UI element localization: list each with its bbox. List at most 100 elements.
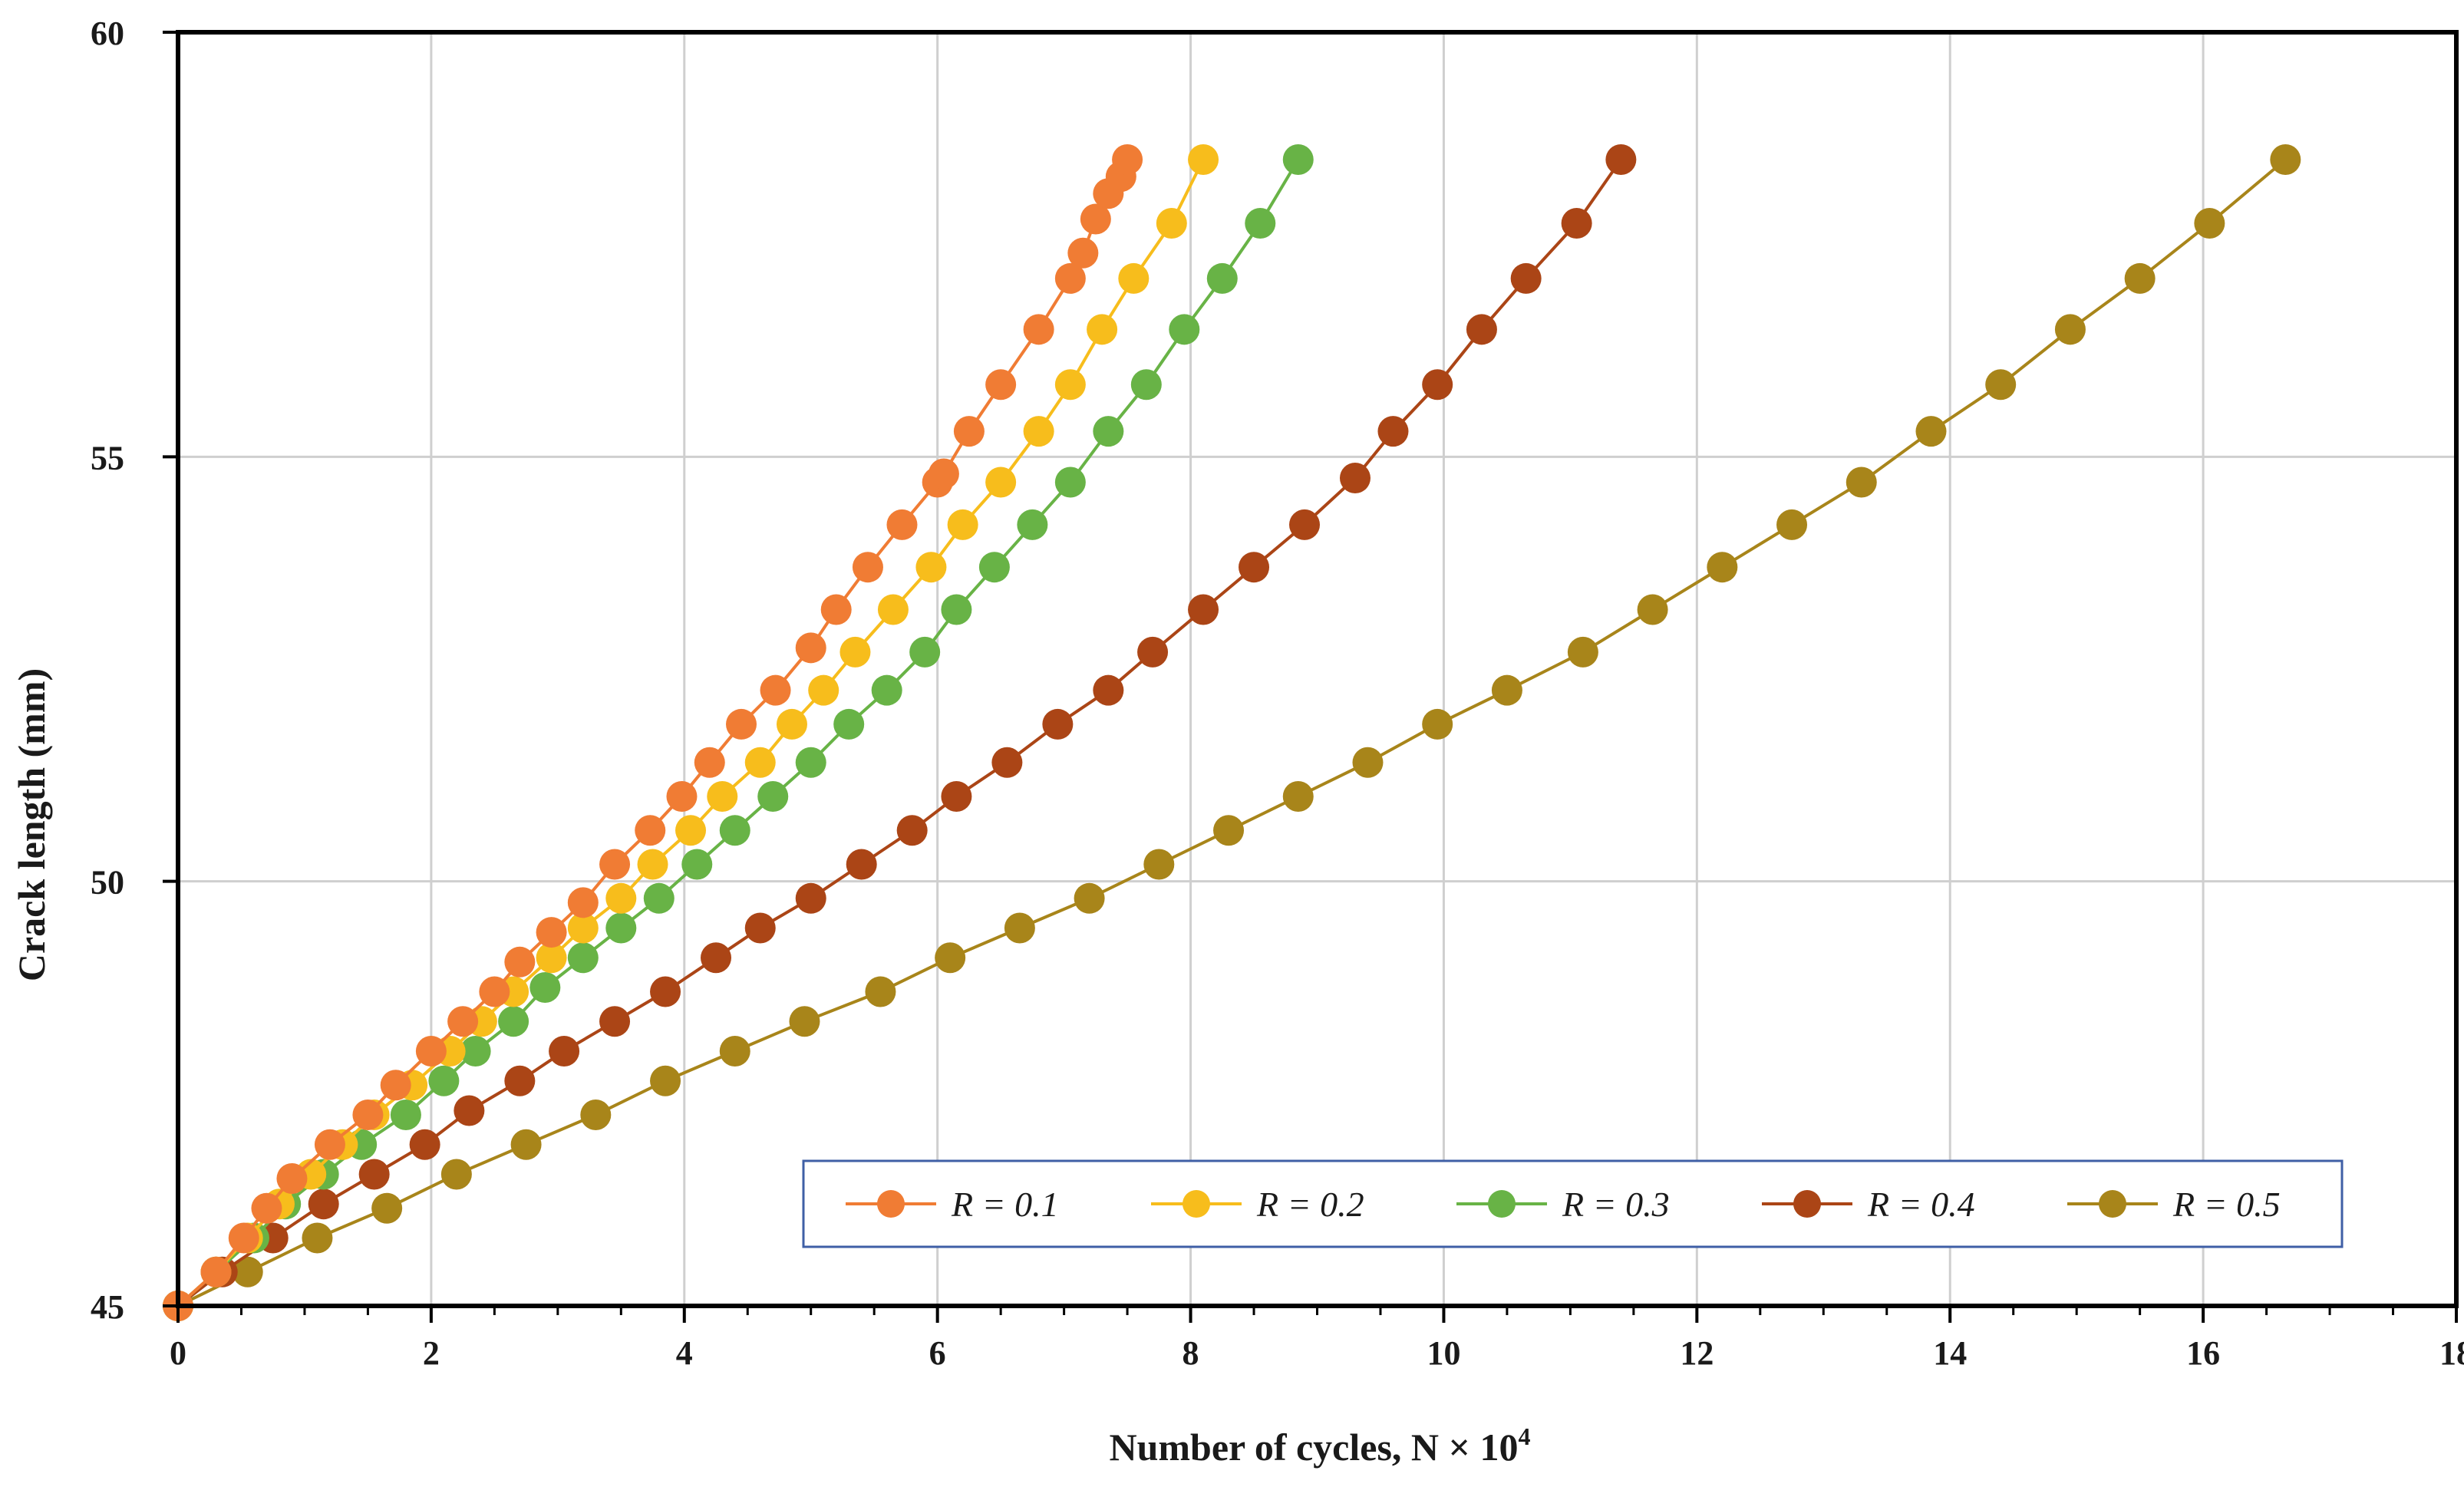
data-point (1245, 208, 1276, 239)
data-point (985, 369, 1017, 401)
x-tick-label-2: 2 (423, 1334, 440, 1372)
x-tick-label-6: 6 (929, 1334, 946, 1372)
data-point (650, 1065, 681, 1096)
y-tick-label-60: 60 (91, 15, 124, 52)
data-point (947, 509, 978, 540)
data-point (504, 946, 536, 978)
data-point (479, 976, 510, 1007)
data-point (865, 976, 896, 1007)
legend-entry-03: R = 0.3 (1456, 1185, 1670, 1224)
data-point (1067, 237, 1099, 269)
data-point (757, 781, 789, 812)
data-point (1422, 708, 1453, 740)
data-point (877, 594, 909, 625)
data-point (390, 1100, 421, 1130)
data-point (498, 1006, 529, 1037)
data-point (228, 1222, 259, 1254)
legend-label: R = 0.4 (1867, 1185, 1975, 1224)
data-point (776, 708, 807, 740)
legend-marker (2099, 1190, 2126, 1218)
data-point (1206, 262, 1238, 294)
legend-label: R = 0.3 (1562, 1185, 1670, 1224)
data-point (760, 674, 791, 706)
data-point (1143, 849, 1175, 880)
data-point (1339, 463, 1371, 493)
data-point (991, 747, 1023, 778)
data-point (1137, 636, 1169, 668)
data-point (1377, 416, 1409, 447)
series-04 (163, 144, 1637, 1321)
data-point (1112, 144, 1143, 175)
data-point (1637, 594, 1668, 625)
legend-marker (1488, 1190, 1516, 1218)
legend: R = 0.1 R = 0.2 R = 0.3 R = 0.4 R = 0.5 (802, 1159, 2344, 1248)
data-point (232, 1256, 263, 1287)
y-axis-title: Crack length (mm) (10, 668, 53, 981)
data-point (1054, 262, 1086, 294)
data-point (1567, 636, 1598, 668)
x-axis-title-text: Number of cycles, N × 10 (1109, 1426, 1518, 1469)
data-point (1561, 208, 1592, 239)
data-point (308, 1189, 339, 1220)
x-tick-label-4: 4 (676, 1334, 693, 1372)
data-point (567, 942, 599, 974)
data-point (2270, 144, 2301, 175)
data-point (510, 1129, 542, 1160)
data-point (941, 594, 972, 625)
data-point (886, 509, 918, 540)
data-point (846, 849, 877, 880)
data-point (605, 882, 637, 914)
data-point (744, 747, 776, 778)
x-axis-title: Number of cycles, N × 104 (1109, 1423, 1530, 1469)
data-point (605, 912, 637, 944)
data-point (1017, 509, 1048, 540)
data-point (941, 781, 972, 812)
x-tick-label-8: 8 (1183, 1334, 1199, 1372)
data-point (808, 674, 839, 706)
data-point (1118, 262, 1150, 294)
data-point (380, 1070, 411, 1101)
data-point (1915, 416, 1947, 447)
data-point (896, 815, 928, 846)
data-point (358, 1159, 390, 1190)
data-point (1510, 262, 1542, 294)
data-point (795, 747, 826, 778)
data-point (719, 815, 750, 846)
data-point (1282, 781, 1314, 812)
data-point (953, 416, 985, 447)
data-point (2124, 262, 2156, 294)
data-point (1023, 416, 1054, 447)
x-tick-label-16: 16 (2186, 1334, 2220, 1372)
data-point (915, 552, 947, 583)
data-point (1605, 144, 1637, 175)
data-point (1491, 674, 1522, 706)
data-point (839, 636, 871, 668)
data-point (719, 1036, 750, 1067)
data-point (1422, 369, 1453, 401)
data-point (428, 1065, 460, 1096)
data-point (302, 1222, 333, 1254)
data-point (1213, 815, 1245, 846)
y-tick-label-50: 50 (91, 864, 124, 902)
series-layer (163, 144, 2301, 1321)
data-point (820, 594, 852, 625)
data-point (1846, 467, 1877, 498)
data-point (529, 972, 561, 1003)
data-point (1087, 314, 1118, 345)
data-point (833, 708, 865, 740)
data-point (200, 1256, 232, 1287)
data-point (567, 912, 599, 944)
data-point (1042, 708, 1074, 740)
data-point (707, 781, 738, 812)
data-point (1054, 369, 1086, 401)
data-point (599, 1006, 631, 1037)
data-point (871, 674, 902, 706)
data-point (504, 1065, 536, 1096)
data-point (352, 1100, 384, 1130)
data-point (1289, 509, 1321, 540)
data-point (637, 849, 668, 880)
data-point (580, 1100, 612, 1130)
